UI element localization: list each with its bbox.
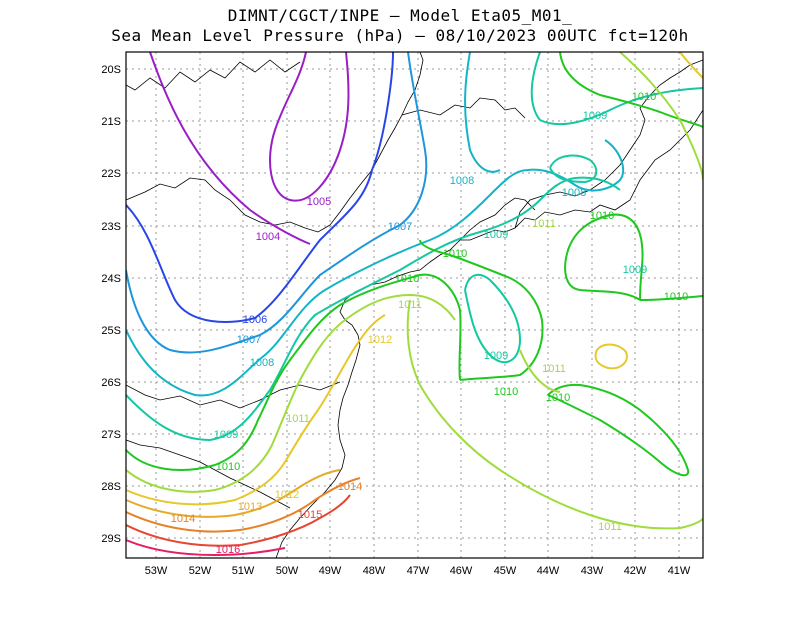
contour-label: 1011 (398, 299, 422, 311)
contour-label: 1014 (171, 513, 195, 525)
contour-label: 1010 (664, 291, 688, 303)
lat-tick: 25S (101, 325, 121, 337)
lat-tick: 22S (101, 168, 121, 180)
contour-label: 1009 (484, 350, 508, 362)
contour-label: 1010 (494, 386, 518, 398)
lon-tick: 50W (276, 565, 299, 577)
lat-tick: 26S (101, 377, 121, 389)
contour-label: 1011 (286, 413, 310, 425)
contour-label: 1010 (443, 248, 467, 260)
contour-label: 1010 (590, 210, 614, 222)
contour-label: 1010 (216, 461, 240, 473)
lon-tick: 45W (494, 565, 517, 577)
contour-label: 1014 (338, 481, 362, 493)
map-title: DIMNT/CGCT/INPE – Model Eta05_M01_ (227, 6, 573, 25)
map-subtitle: Sea Mean Level Pressure (hPa) – 08/10/20… (111, 26, 689, 45)
latitude-ticks: 20S 21S 22S 23S 24S 25S 26S 27S 28S 29S (101, 64, 121, 545)
lon-tick: 41W (668, 565, 691, 577)
lat-tick: 23S (101, 221, 121, 233)
contour-label: 1009 (214, 429, 238, 441)
contour-label: 1008 (250, 357, 274, 369)
lat-tick: 29S (101, 533, 121, 545)
contour-label: 1009 (623, 264, 647, 276)
contour-label: 1015 (298, 509, 322, 521)
contour-label: 1012 (275, 489, 299, 501)
contour-label: 1008 (450, 175, 474, 187)
lat-tick: 24S (101, 273, 121, 285)
contour-label: 1007 (388, 221, 412, 233)
longitude-ticks: 53W 52W 51W 50W 49W 48W 47W 46W 45W 44W … (145, 565, 691, 577)
isobars (126, 52, 703, 557)
contour-label: 1004 (256, 231, 280, 243)
contour-label: 1009 (583, 110, 607, 122)
lat-tick: 28S (101, 481, 121, 493)
contour-label: 1009 (484, 229, 508, 241)
lat-tick: 21S (101, 116, 121, 128)
contour-label: 1011 (542, 363, 566, 375)
lon-tick: 46W (450, 565, 473, 577)
lat-tick: 20S (101, 64, 121, 76)
lon-tick: 53W (145, 565, 168, 577)
lon-tick: 47W (407, 565, 430, 577)
lon-tick: 52W (189, 565, 212, 577)
contour-label: 1006 (243, 314, 267, 326)
contour-label: 1016 (216, 544, 240, 556)
graticule (126, 52, 703, 558)
lon-tick: 44W (537, 565, 560, 577)
contour-label: 1005 (307, 196, 331, 208)
contour-labels: 1004 1005 1006 1007 1007 1008 1008 1008 … (171, 91, 688, 556)
lon-tick: 49W (319, 565, 342, 577)
contour-label: 1012 (368, 334, 392, 346)
lon-tick: 43W (581, 565, 604, 577)
lat-tick: 27S (101, 429, 121, 441)
lon-tick: 42W (624, 565, 647, 577)
contour-label: 1007 (237, 334, 261, 346)
map-frame (125, 51, 704, 559)
contour-label: 1010 (546, 392, 570, 404)
contour-label: 1010 (632, 91, 656, 103)
lon-tick: 48W (363, 565, 386, 577)
contour-label: 1008 (562, 187, 586, 199)
contour-label: 1010 (395, 273, 419, 285)
contour-label: 1011 (532, 218, 556, 230)
contour-label: 1013 (238, 501, 262, 513)
contour-label: 1011 (598, 521, 622, 533)
lon-tick: 51W (232, 565, 255, 577)
